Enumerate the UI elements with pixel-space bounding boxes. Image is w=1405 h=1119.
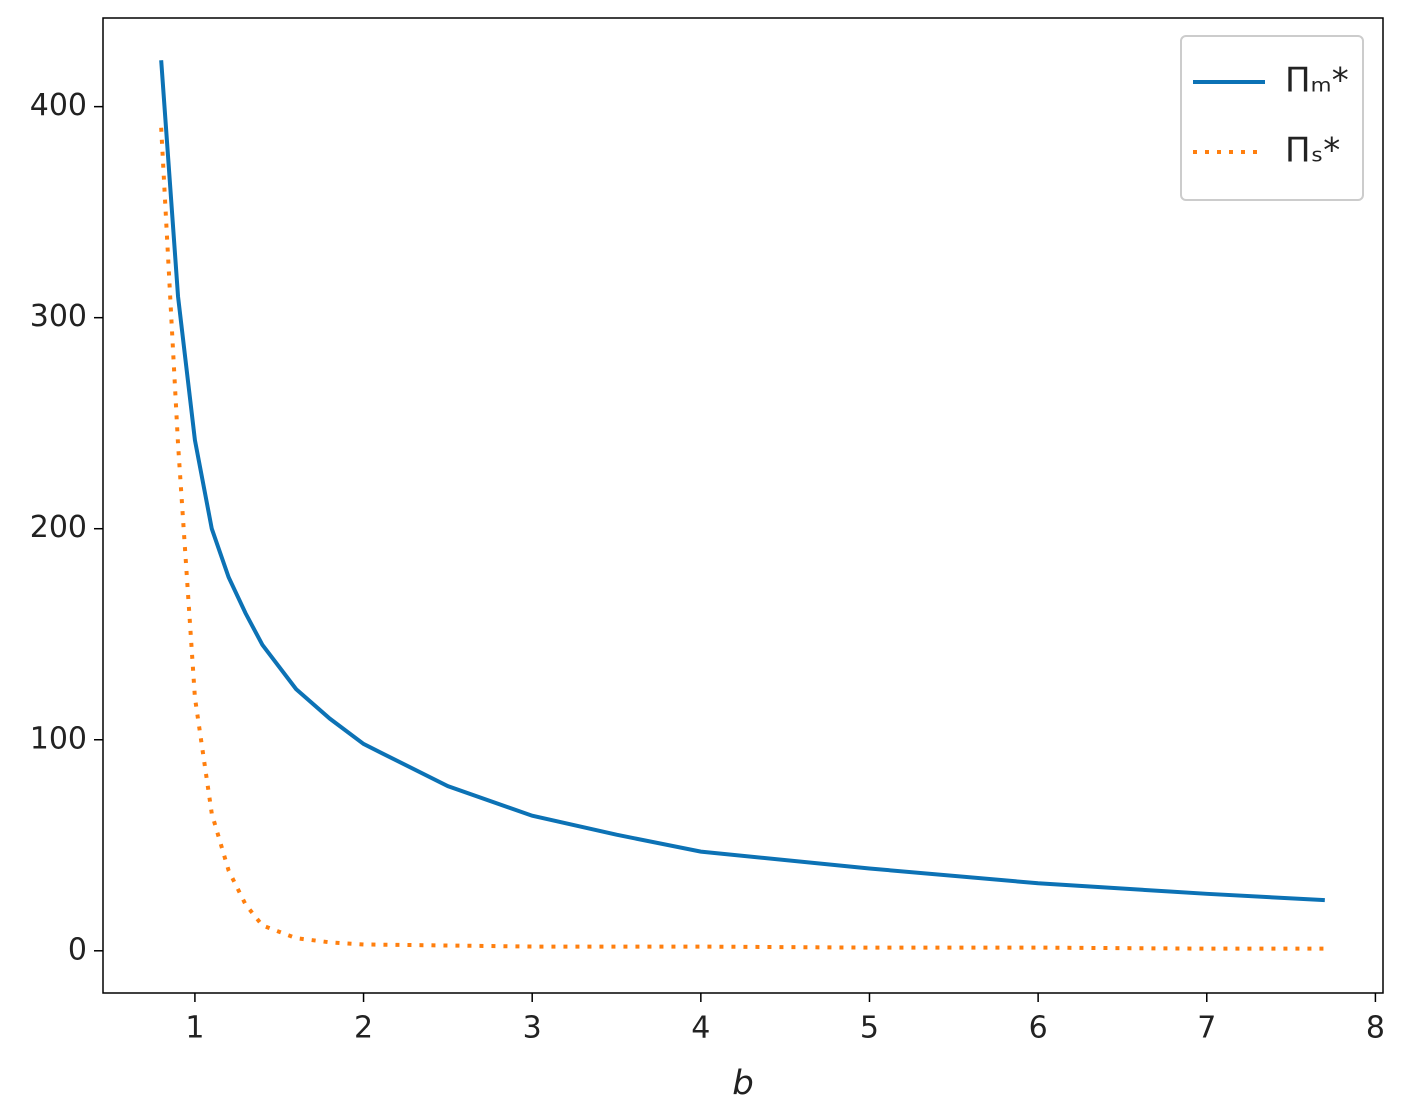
legend-label: Πₛ* bbox=[1285, 131, 1340, 171]
y-tick-label: 100 bbox=[30, 721, 87, 756]
x-tick-label: 1 bbox=[185, 1011, 204, 1046]
x-tick-label: 2 bbox=[354, 1011, 373, 1046]
y-tick-label: 300 bbox=[30, 299, 87, 334]
legend-label: Πₘ* bbox=[1285, 61, 1349, 101]
x-tick-label: 5 bbox=[860, 1011, 879, 1046]
x-tick-label: 3 bbox=[523, 1011, 542, 1046]
x-tick-label: 8 bbox=[1366, 1011, 1385, 1046]
legend-box bbox=[1180, 35, 1364, 201]
plot-frame bbox=[102, 17, 1384, 994]
series-line bbox=[159, 60, 1325, 903]
y-tick-label: 200 bbox=[30, 510, 87, 545]
y-tick-label: 400 bbox=[30, 88, 87, 123]
y-tick-label: 0 bbox=[68, 932, 87, 967]
x-axis-label: b bbox=[732, 1064, 754, 1104]
x-tick-label: 6 bbox=[1029, 1011, 1048, 1046]
x-tick-label: 7 bbox=[1197, 1011, 1216, 1046]
x-tick-label: 4 bbox=[691, 1011, 710, 1046]
series-line bbox=[159, 127, 1325, 951]
